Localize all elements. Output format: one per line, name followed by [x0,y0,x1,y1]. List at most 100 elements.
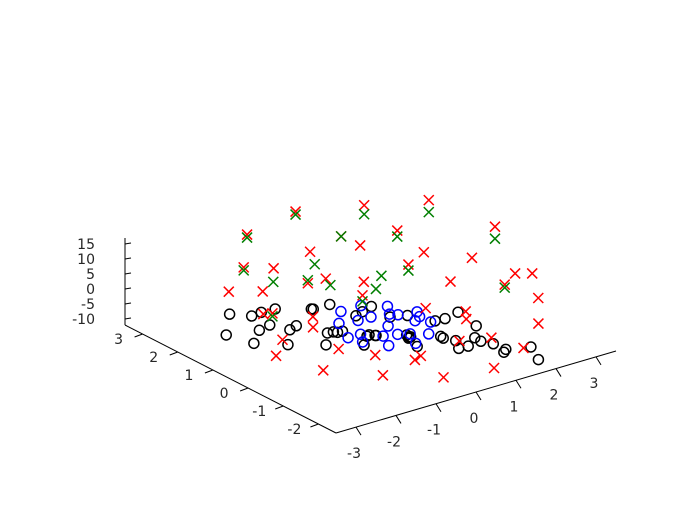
data-point-circle [409,337,422,350]
y-tick-label: 2 [149,350,158,366]
data-point-circle [381,300,394,313]
data-point-circle [354,328,367,340]
data-point-cross [466,252,478,264]
data-point-circle [331,326,344,339]
data-point-circle [404,328,416,340]
data-point-cross [358,276,370,288]
data-point-cross [290,209,302,221]
data-point-cross [402,265,414,277]
y-tick-mark [134,333,143,338]
data-point-circle [422,328,435,340]
data-point-circle [434,330,447,343]
data-point-cross [302,277,314,289]
data-point-circle [413,310,426,323]
data-point-cross [409,354,421,366]
data-point-circle [282,338,294,351]
z-tick-label: 10 [77,252,95,268]
data-point-circle [382,320,394,332]
x-tick-mark [555,368,562,377]
y-tick-mark [204,369,214,374]
z-tick-label: 15 [77,237,95,253]
z-tick-mark [124,272,132,275]
data-point-cross [266,307,278,319]
data-point-circle [532,353,545,366]
data-point-cross [517,342,530,354]
data-point-circle [437,332,449,344]
data-point-circle [324,298,336,311]
data-point-cross [335,230,347,242]
data-point-circle [365,311,377,323]
data-point-circle [284,324,296,336]
data-point-cross [377,369,389,381]
x-tick-label: 2 [550,388,559,404]
y-tick-label: 3 [114,332,123,348]
data-markers [220,194,545,383]
data-point-cross [238,261,250,273]
series-group [238,206,511,322]
data-point-circle [333,317,345,330]
data-point-cross [489,221,501,233]
data-point-cross [423,206,435,218]
data-point-cross [358,208,370,220]
x-tick-mark [355,426,362,436]
x-tick-mark [515,380,522,389]
data-point-cross [485,332,497,344]
x-tick-mark [595,356,602,366]
data-point-circle [223,308,236,320]
data-point-cross [302,274,314,286]
x-tick-mark [475,391,482,401]
data-point-circle [453,342,465,355]
z-tick-label: -10 [72,312,95,328]
data-point-circle [248,337,260,350]
x-tick-mark [435,403,442,412]
y-tick-label: -2 [287,422,301,438]
data-point-circle [391,328,404,341]
data-point-circle [525,341,537,353]
data-point-cross [257,308,269,320]
z-tick-label: 5 [86,267,95,283]
data-point-cross [356,295,369,307]
data-point-cross [370,283,382,295]
data-point-cross [418,246,430,258]
data-point-cross [415,350,427,362]
data-point-cross [241,232,253,244]
data-point-cross [354,239,366,251]
data-point-circle [370,329,382,342]
data-point-circle [500,343,512,356]
data-point-cross [532,292,544,304]
y-tick-mark [310,423,319,428]
data-point-circle [377,330,389,342]
series-group [333,299,437,352]
data-point-circle [439,312,451,325]
z-tick-mark [124,317,132,320]
x-tick-label: 1 [510,399,519,415]
z-tick-mark [124,287,132,290]
data-point-circle [382,339,395,352]
y-tick-label: 1 [184,368,193,384]
y-tick-label: 0 [220,386,229,402]
data-point-circle [470,320,482,332]
data-point-cross [453,335,465,347]
data-point-circle [335,305,347,318]
data-point-cross [526,267,538,279]
x-tick-mark [395,415,402,424]
data-point-circle [307,303,320,315]
data-point-circle [392,309,404,321]
data-point-cross [488,362,500,374]
z-tick-label: -5 [81,297,95,313]
data-point-cross [241,229,253,241]
data-point-cross [268,262,280,274]
y-tick-mark [239,387,249,392]
data-point-circle [253,324,266,337]
data-point-cross [444,276,457,288]
x-tick-label: -1 [427,423,441,439]
data-point-cross [266,310,278,322]
data-point-cross [223,286,235,298]
data-point-circle [255,306,268,319]
data-point-cross [460,313,472,325]
data-point-cross [307,311,319,323]
data-point-circle [245,310,258,322]
data-point-circle [320,339,332,351]
